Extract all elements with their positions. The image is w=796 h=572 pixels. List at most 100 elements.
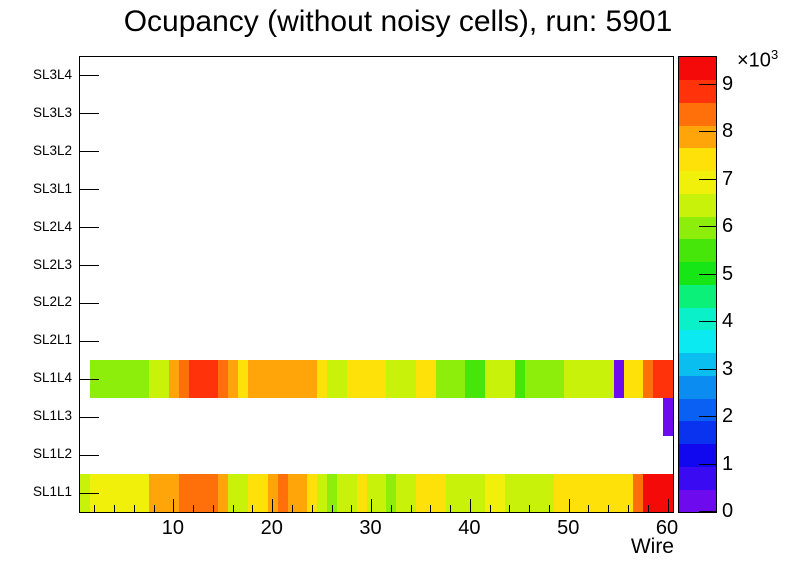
x-axis-minor-tick xyxy=(351,505,353,512)
colorbar-band xyxy=(679,193,716,217)
heatmap-cell xyxy=(386,474,397,512)
heatmap-cell xyxy=(544,474,555,512)
colorbar-band xyxy=(679,421,716,445)
heatmap-cell xyxy=(327,474,338,512)
heatmap-cell xyxy=(366,474,377,512)
colorbar-band xyxy=(679,466,716,490)
heatmap-cell xyxy=(317,474,328,512)
heatmap-cell xyxy=(534,360,545,399)
heatmap-cell xyxy=(267,474,279,512)
heatmap-cell xyxy=(445,360,456,399)
colorbar-band xyxy=(679,489,716,513)
x-axis-label: 50 xyxy=(557,517,580,539)
heatmap-cell xyxy=(663,360,674,399)
colorbar-tick xyxy=(699,178,716,180)
heatmap-cell xyxy=(435,474,447,512)
heatmap-cell xyxy=(465,474,476,512)
heatmap-cell xyxy=(623,474,634,512)
colorbar-band xyxy=(679,261,716,285)
heatmap-cell xyxy=(168,474,180,512)
heatmap-cell xyxy=(257,474,269,512)
x-axis-minor-tick xyxy=(153,505,155,512)
colorbar-label: 6 xyxy=(722,215,734,238)
heatmap-cell xyxy=(584,474,595,512)
colorbar-band xyxy=(679,330,716,354)
colorbar-tick xyxy=(699,463,716,465)
y-axis-tick xyxy=(80,340,99,342)
x-axis-title: Wire xyxy=(630,535,674,558)
colorbar-label: 0 xyxy=(722,500,734,522)
heatmap-cell xyxy=(653,360,664,399)
y-axis-label: SL2L3 xyxy=(32,256,72,272)
heatmap-cell xyxy=(178,474,190,512)
heatmap-cell xyxy=(307,474,318,512)
heatmap-cell xyxy=(139,474,150,512)
heatmap-cell xyxy=(109,474,120,512)
heatmap-cell xyxy=(238,360,249,399)
y-axis-tick xyxy=(80,75,99,77)
heatmap-cell xyxy=(504,360,516,399)
heatmap-cell xyxy=(287,474,298,512)
heatmap-cell xyxy=(149,360,160,399)
scale-mantissa: ×10 xyxy=(737,49,771,72)
heatmap-cell xyxy=(544,360,555,399)
colorbar-tick xyxy=(699,273,716,275)
heatmap-cell xyxy=(277,360,288,399)
heatmap-cell xyxy=(504,474,516,512)
heatmap-cell xyxy=(119,474,130,512)
colorbar-tick xyxy=(699,226,716,228)
x-axis-minor-tick xyxy=(529,505,531,512)
heatmap-cell xyxy=(475,360,486,399)
x-axis-label: 60 xyxy=(655,517,679,539)
heatmap-cell xyxy=(593,360,605,399)
colorbar-label: 2 xyxy=(722,405,734,427)
colorbar-tick xyxy=(699,368,716,370)
colorbar-tick xyxy=(699,321,716,323)
heatmap-cell xyxy=(198,360,209,399)
y-axis-label: SL2L2 xyxy=(32,294,72,310)
heatmap-cell xyxy=(228,360,239,399)
heatmap-cell xyxy=(633,360,644,399)
heatmap-cell xyxy=(465,360,476,399)
y-axis-tick xyxy=(80,265,99,267)
heatmap-cell xyxy=(564,474,575,512)
x-axis-minor-tick xyxy=(450,505,452,512)
colorbar-band xyxy=(679,307,716,331)
heatmap-cell xyxy=(653,474,664,512)
x-axis-minor-tick xyxy=(628,505,630,512)
heatmap-cell xyxy=(208,360,219,399)
colorbar-band xyxy=(679,125,716,149)
y-axis-tick xyxy=(80,151,99,153)
heatmap-cell xyxy=(455,360,466,399)
heatmap-cell xyxy=(554,474,565,512)
x-axis-label: 10 xyxy=(161,517,185,539)
heatmap-cell xyxy=(514,474,526,512)
heatmap-cell xyxy=(613,360,624,399)
heatmap-cell xyxy=(356,474,367,512)
heatmap-cell xyxy=(267,360,279,399)
heatmap-cell xyxy=(406,474,417,512)
heatmap-cell xyxy=(208,474,219,512)
colorbar-label: 9 xyxy=(722,72,734,95)
x-axis-label: 30 xyxy=(359,517,382,539)
heatmap-cell xyxy=(159,474,170,512)
x-axis-minor-tick xyxy=(193,505,195,512)
y-axis-label: SL1L1 xyxy=(32,484,72,500)
y-axis-tick xyxy=(80,227,99,229)
colorbar-band xyxy=(679,79,716,103)
heatmap-cell xyxy=(376,360,387,399)
x-axis-minor-tick xyxy=(212,505,214,512)
heatmap-cell xyxy=(663,398,674,437)
x-axis-tick xyxy=(173,499,175,512)
x-axis-minor-tick xyxy=(311,505,313,512)
colorbar-tick xyxy=(699,131,716,133)
heatmap-cell xyxy=(366,360,377,399)
y-axis-tick xyxy=(80,113,99,115)
x-axis-minor-tick xyxy=(291,505,293,512)
y-axis-tick xyxy=(80,189,99,191)
y-axis-label: SL1L2 xyxy=(32,446,72,462)
colorbar-label: 7 xyxy=(722,167,734,190)
heatmap-cell xyxy=(495,360,506,399)
colorbar-band xyxy=(679,170,716,194)
heatmap-cell xyxy=(178,360,190,399)
